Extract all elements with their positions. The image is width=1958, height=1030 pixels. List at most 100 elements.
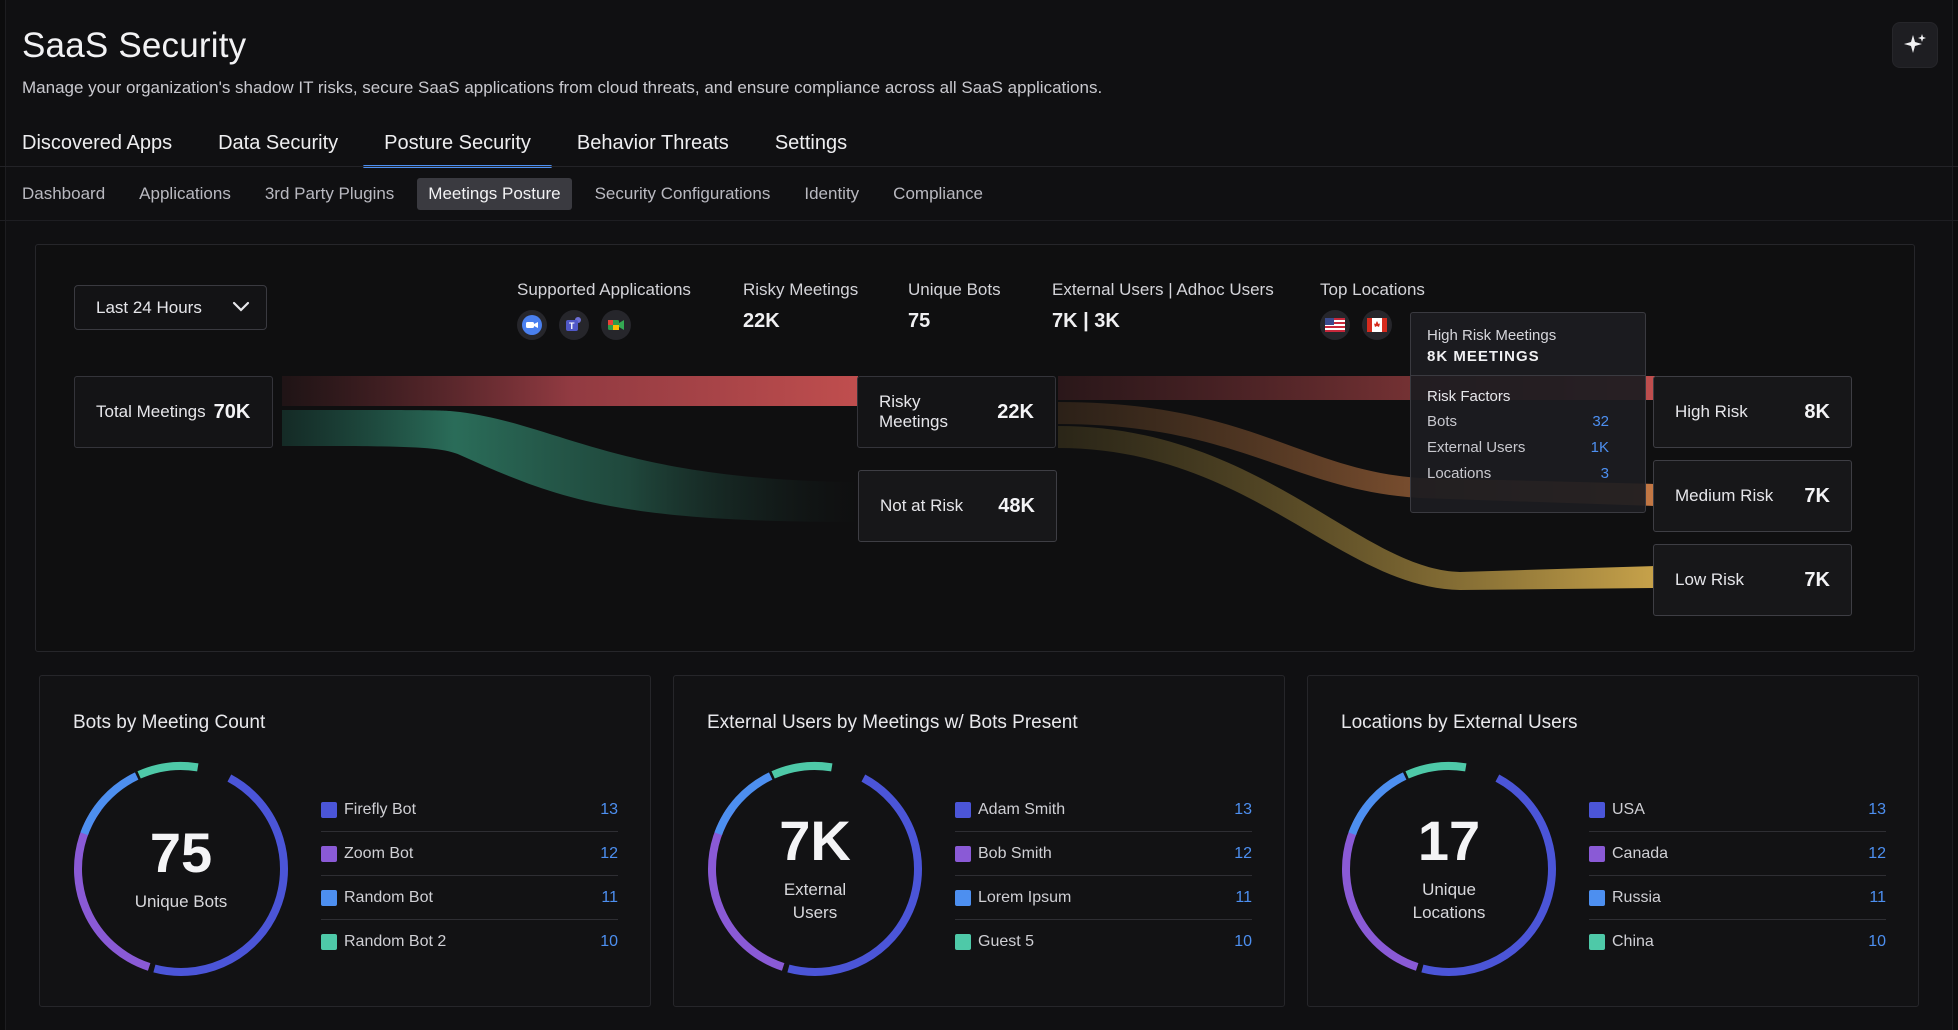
- tooltip-factors-label: Risk Factors: [1427, 388, 1511, 405]
- node-value: 7K: [1804, 484, 1830, 507]
- legend-label: China: [1612, 933, 1654, 950]
- stat-label: External Users | Adhoc Users: [1052, 280, 1274, 299]
- main-tabs: Discovered Apps Data Security Posture Se…: [22, 118, 893, 168]
- node-low-risk[interactable]: Low Risk 7K: [1653, 544, 1852, 616]
- tooltip-row-label: Bots: [1427, 413, 1458, 430]
- canada-flag-icon: [1362, 310, 1392, 340]
- card-locations: Locations by External Users 17 Unique Lo…: [1307, 675, 1919, 1007]
- donut-segment-lightblue: [74, 762, 288, 976]
- legend-swatch: [321, 845, 337, 862]
- tooltip-title: High Risk Meetings: [1427, 327, 1557, 344]
- donut-value: 17: [1417, 809, 1481, 873]
- tab-discovered-apps[interactable]: Discovered Apps: [22, 132, 173, 154]
- node-label: Total Meetings: [96, 402, 206, 421]
- legend-label: USA: [1612, 800, 1645, 818]
- subtab-3rd-party-plugins[interactable]: 3rd Party Plugins: [264, 184, 395, 203]
- legend-count: 11: [601, 888, 618, 906]
- donut-value: 75: [149, 820, 213, 884]
- subtab-compliance[interactable]: Compliance: [893, 184, 983, 203]
- tab-behavior-threats[interactable]: Behavior Threats: [576, 132, 729, 154]
- legend-row[interactable]: China 10: [1589, 920, 1886, 964]
- node-not-at-risk[interactable]: Not at Risk 48K: [858, 470, 1057, 542]
- legend-swatch: [1589, 801, 1605, 818]
- legend-row[interactable]: Russia 11: [1589, 876, 1886, 920]
- tab-settings[interactable]: Settings: [774, 132, 848, 154]
- legend-label: Random Bot: [344, 888, 433, 906]
- legend-row[interactable]: Canada 12: [1589, 832, 1886, 876]
- legend-count: 10: [600, 933, 618, 950]
- node-high-risk[interactable]: High Risk 8K: [1653, 376, 1852, 448]
- donut-chart: [73, 761, 288, 976]
- ai-assistant-button[interactable]: [1892, 22, 1938, 68]
- subtab-dashboard[interactable]: Dashboard: [22, 184, 106, 203]
- legend-row[interactable]: Random Bot 11: [321, 876, 618, 920]
- donut-label: Unique Bots: [134, 891, 228, 911]
- legend-row[interactable]: Zoom Bot 12: [321, 832, 618, 876]
- donut-center: 17 Unique Locations: [1338, 758, 1560, 980]
- stat-unique-bots: Unique Bots 75: [908, 280, 1001, 333]
- donut-segment-teal: [708, 762, 922, 976]
- tab-data-security[interactable]: Data Security: [218, 132, 339, 154]
- legend-label: Random Bot 2: [344, 933, 447, 950]
- legend-row[interactable]: Bob Smith 12: [955, 832, 1252, 876]
- google-meet-icon: [601, 310, 631, 340]
- legend-row[interactable]: USA 13: [1589, 788, 1886, 832]
- stat-label: Unique Bots: [908, 280, 1001, 299]
- legend-swatch: [955, 801, 971, 818]
- node-value: 22K: [997, 400, 1034, 423]
- legend-row[interactable]: Random Bot 2 10: [321, 920, 618, 964]
- subtab-security-configurations[interactable]: Security Configurations: [594, 184, 771, 203]
- tooltip-row-value: 32: [1592, 413, 1609, 430]
- node-medium-risk[interactable]: Medium Risk 7K: [1653, 460, 1852, 532]
- stat-external-users: External Users | Adhoc Users 7K | 3K: [1052, 280, 1274, 333]
- donut-segment-lightblue: [708, 762, 922, 976]
- legend-count: 12: [1234, 844, 1252, 862]
- flow-risky-to-medium: [1058, 402, 1655, 506]
- donut-chart: [708, 761, 922, 976]
- legend-row[interactable]: Adam Smith 13: [955, 788, 1252, 832]
- legend-swatch: [955, 889, 971, 906]
- donut-chart: [1342, 761, 1556, 976]
- sub-tabs: Dashboard Applications 3rd Party Plugins…: [22, 178, 983, 210]
- stat-value: 22K: [743, 310, 780, 332]
- node-total-meetings[interactable]: Total Meetings 70K: [74, 376, 273, 448]
- node-value: 70K: [213, 400, 251, 423]
- stat-top-locations: Top Locations: [1320, 280, 1425, 340]
- teams-icon: T: [559, 310, 589, 340]
- legend-label: Adam Smith: [978, 800, 1066, 818]
- card-external-users: External Users by Meetings w/ Bots Prese…: [673, 675, 1285, 1007]
- node-label: High Risk: [1675, 402, 1748, 421]
- legend-swatch: [321, 889, 337, 906]
- subtab-applications[interactable]: Applications: [139, 184, 231, 203]
- tooltip-row-label: External Users: [1427, 439, 1526, 456]
- time-range-value: Last 24 Hours: [96, 297, 202, 317]
- legend-count: 13: [600, 800, 618, 818]
- node-label: Medium Risk: [1675, 486, 1774, 505]
- flow-risky-to-low: [1058, 426, 1655, 590]
- legend-swatch: [321, 801, 337, 818]
- node-value: 8K: [1804, 400, 1830, 423]
- flow-total-to-risky: [282, 376, 858, 406]
- tooltip-row-label: Locations: [1427, 465, 1492, 482]
- legend-row[interactable]: Lorem Ipsum 11: [955, 876, 1252, 920]
- node-value: 48K: [998, 494, 1035, 517]
- legend-label: Zoom Bot: [344, 844, 414, 862]
- donut-segment-purple: [74, 762, 288, 976]
- node-risky-meetings[interactable]: Risky Meetings 22K: [857, 376, 1056, 448]
- tooltip-row-value: 3: [1600, 465, 1609, 482]
- zoom-icon: [517, 310, 547, 340]
- subtab-identity[interactable]: Identity: [804, 184, 860, 203]
- tooltip-divider: [1411, 375, 1645, 376]
- donut-segment-blue: [1342, 761, 1556, 976]
- legend-count: 11: [1235, 888, 1252, 906]
- legend-label: Lorem Ipsum: [978, 888, 1072, 906]
- flow-total-to-safe: [282, 410, 858, 522]
- legend-row[interactable]: Firefly Bot 13: [321, 788, 618, 832]
- legend-count: 12: [600, 844, 618, 862]
- legend: Adam Smith 13 Bob Smith 12 Lorem Ipsum 11 G…: [955, 788, 1252, 964]
- node-value: 7K: [1804, 568, 1830, 591]
- legend-row[interactable]: Guest 5 10: [955, 920, 1252, 964]
- subtab-meetings-posture[interactable]: Meetings Posture: [417, 178, 572, 210]
- legend-count: 10: [1868, 933, 1886, 950]
- time-range-select[interactable]: Last 24 Hours: [74, 285, 267, 330]
